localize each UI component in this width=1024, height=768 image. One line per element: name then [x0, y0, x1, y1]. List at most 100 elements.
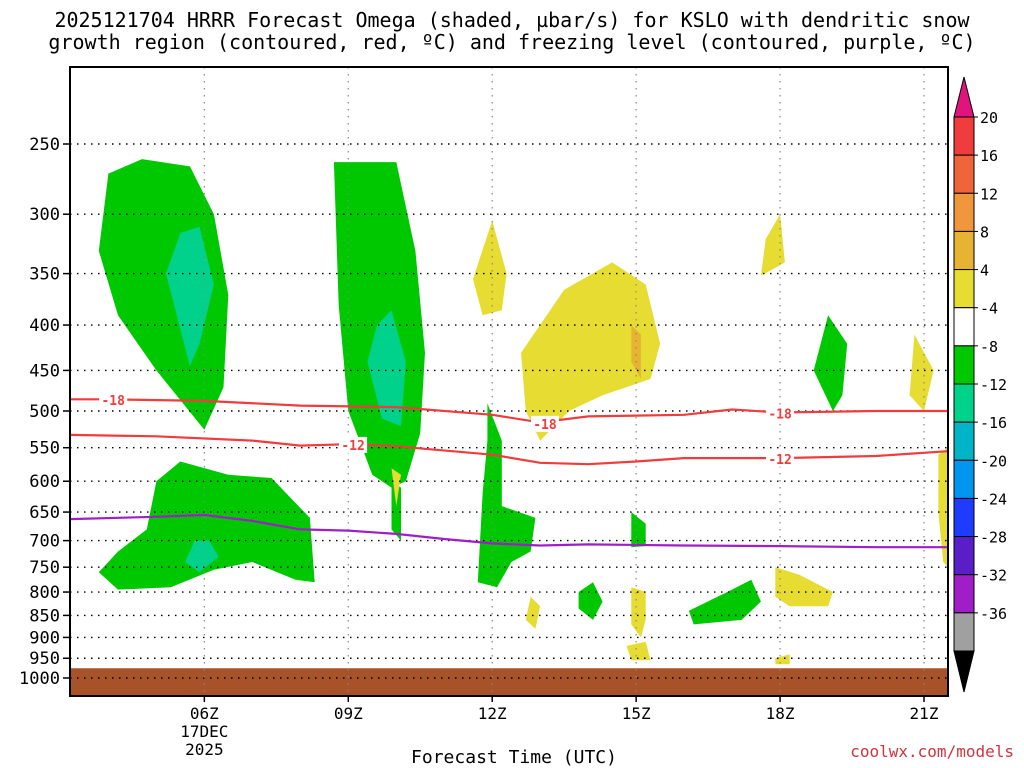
omega-region-3 — [185, 540, 219, 573]
chart-title-line-2: growth region (contoured, red, ºC) and f… — [48, 30, 976, 54]
contour-label-0: -18 — [101, 394, 125, 409]
x-tick-label-09Z: 09Z — [334, 704, 363, 723]
contour-labels: -18 -18 -18 -12 -12 — [99, 392, 795, 468]
omega-region-10 — [688, 579, 761, 625]
x-tick-label-06Z: 06Z — [190, 704, 219, 723]
surface-band — [70, 668, 948, 696]
y-tick-label-600: 600 — [29, 472, 60, 492]
omega-region-7 — [477, 403, 536, 588]
y-tick-label-850: 850 — [29, 606, 60, 626]
omega-region-9 — [578, 582, 603, 620]
colorbar-box-2 — [953, 192, 975, 232]
omega-region-17 — [938, 447, 948, 568]
omega-region-16 — [909, 334, 934, 411]
omega-region-20 — [631, 587, 646, 638]
colorbar-box-9 — [953, 459, 975, 499]
y-tick-label-750: 750 — [29, 558, 60, 578]
omega-region-8 — [631, 512, 646, 548]
colorbar-box-7 — [953, 383, 975, 423]
colorbar-label-9: -20 — [980, 452, 1007, 470]
omega-region-18 — [391, 468, 401, 507]
y-tick-label-400: 400 — [29, 316, 60, 336]
y-tick-label-900: 900 — [29, 628, 60, 648]
omega-region-22 — [775, 567, 833, 607]
colorbar-label-11: -28 — [980, 529, 1007, 547]
y-tick-label-350: 350 — [29, 265, 60, 285]
colorbar-box-0 — [953, 116, 975, 156]
x-tick-label-21Z: 21Z — [910, 704, 939, 723]
colorbar-label-4: 4 — [980, 262, 989, 280]
colorbar-label-0: 20 — [980, 109, 998, 127]
contour-label-1: -18 — [533, 418, 557, 433]
colorbar-label-7: -12 — [980, 376, 1007, 394]
colorbar: 20 16 12 8 4 -4 -8 -12 -16 -20 -24 -28 -32 -36 — [953, 76, 1007, 693]
colorbar-box-3 — [953, 230, 975, 271]
omega-region-2 — [98, 461, 315, 590]
plot-frame — [69, 66, 949, 697]
contour-label-bg-4 — [766, 450, 795, 467]
colorbar-box-4 — [953, 269, 975, 309]
omega-region-13 — [521, 262, 661, 441]
surface-fill — [70, 668, 948, 696]
contour-line-2 — [69, 513, 948, 549]
contour-label-4: -12 — [768, 453, 791, 468]
omega-region-0 — [98, 159, 229, 430]
y-tick-label-450: 450 — [29, 361, 60, 381]
colorbar-label-13: -36 — [980, 605, 1007, 623]
colorbar-box-13 — [953, 612, 975, 652]
colorbar-box-8 — [953, 421, 975, 461]
colorbar-box-1 — [953, 154, 975, 194]
y-tick-label-1000: 1000 — [19, 669, 60, 689]
contour-label-2: -18 — [768, 407, 792, 422]
chart-title-line-1: 2025121704 HRRR Forecast Omega (shaded, … — [54, 8, 970, 32]
omega-region-11 — [813, 315, 848, 411]
omega-region-14 — [631, 325, 641, 379]
contour-label-bg-3 — [339, 436, 368, 453]
colorbar-label-3: 8 — [980, 223, 989, 241]
omega-region-1 — [166, 226, 214, 367]
omega-region-21 — [626, 641, 651, 661]
omega-region-5 — [367, 310, 406, 427]
omega-region-23 — [775, 654, 790, 665]
contour-label-bg-0 — [99, 392, 128, 409]
y-tick-label-500: 500 — [29, 402, 60, 422]
colorbar-box-5 — [953, 307, 975, 347]
x-tick-label-18Z: 18Z — [766, 704, 795, 723]
contour-line-1 — [69, 433, 949, 466]
colorbar-label-1: 16 — [980, 147, 998, 165]
x-tick-sublabel-06Z-1: 2025 — [185, 740, 224, 759]
omega-region-12 — [473, 220, 507, 316]
x-tick-sublabel-06Z-0: 17DEC — [180, 722, 228, 741]
x-tick-label-15Z: 15Z — [622, 704, 651, 723]
contour-label-bg-2 — [766, 405, 795, 422]
y-tick-label-800: 800 — [29, 583, 60, 603]
colorbar-label-8: -16 — [980, 414, 1007, 432]
colorbar-label-10: -24 — [980, 490, 1007, 508]
x-axis-label: Forecast Time (UTC) — [411, 747, 617, 768]
y-tick-label-650: 650 — [29, 503, 60, 523]
colorbar-box-6 — [953, 345, 975, 385]
colorbar-top-triangle — [953, 76, 975, 118]
omega-region-19 — [525, 596, 541, 629]
y-tick-label-950: 950 — [29, 649, 60, 669]
y-tick-label-300: 300 — [29, 205, 60, 225]
y-tick-label-550: 550 — [29, 439, 60, 459]
contour-label-bg-1 — [530, 415, 559, 432]
colorbar-bottom-triangle — [953, 650, 975, 693]
x-tick-label-12Z: 12Z — [478, 704, 507, 723]
y-axis: 2503003504004505005506006507007508008509… — [19, 135, 70, 689]
colorbar-label-5: -4 — [980, 300, 998, 318]
colorbar-label-6: -8 — [980, 338, 998, 356]
colorbar-box-12 — [953, 574, 975, 614]
colorbar-label-2: 12 — [980, 185, 998, 203]
y-tick-label-700: 700 — [29, 532, 60, 552]
y-tick-label-250: 250 — [29, 135, 60, 155]
omega-region-15 — [760, 214, 785, 276]
contour-label-3: -12 — [341, 439, 364, 454]
colorbar-box-10 — [953, 497, 975, 538]
credit-text: coolwx.com/models — [850, 742, 1014, 761]
colorbar-label-12: -32 — [980, 567, 1007, 585]
omega-region-6 — [391, 481, 401, 541]
